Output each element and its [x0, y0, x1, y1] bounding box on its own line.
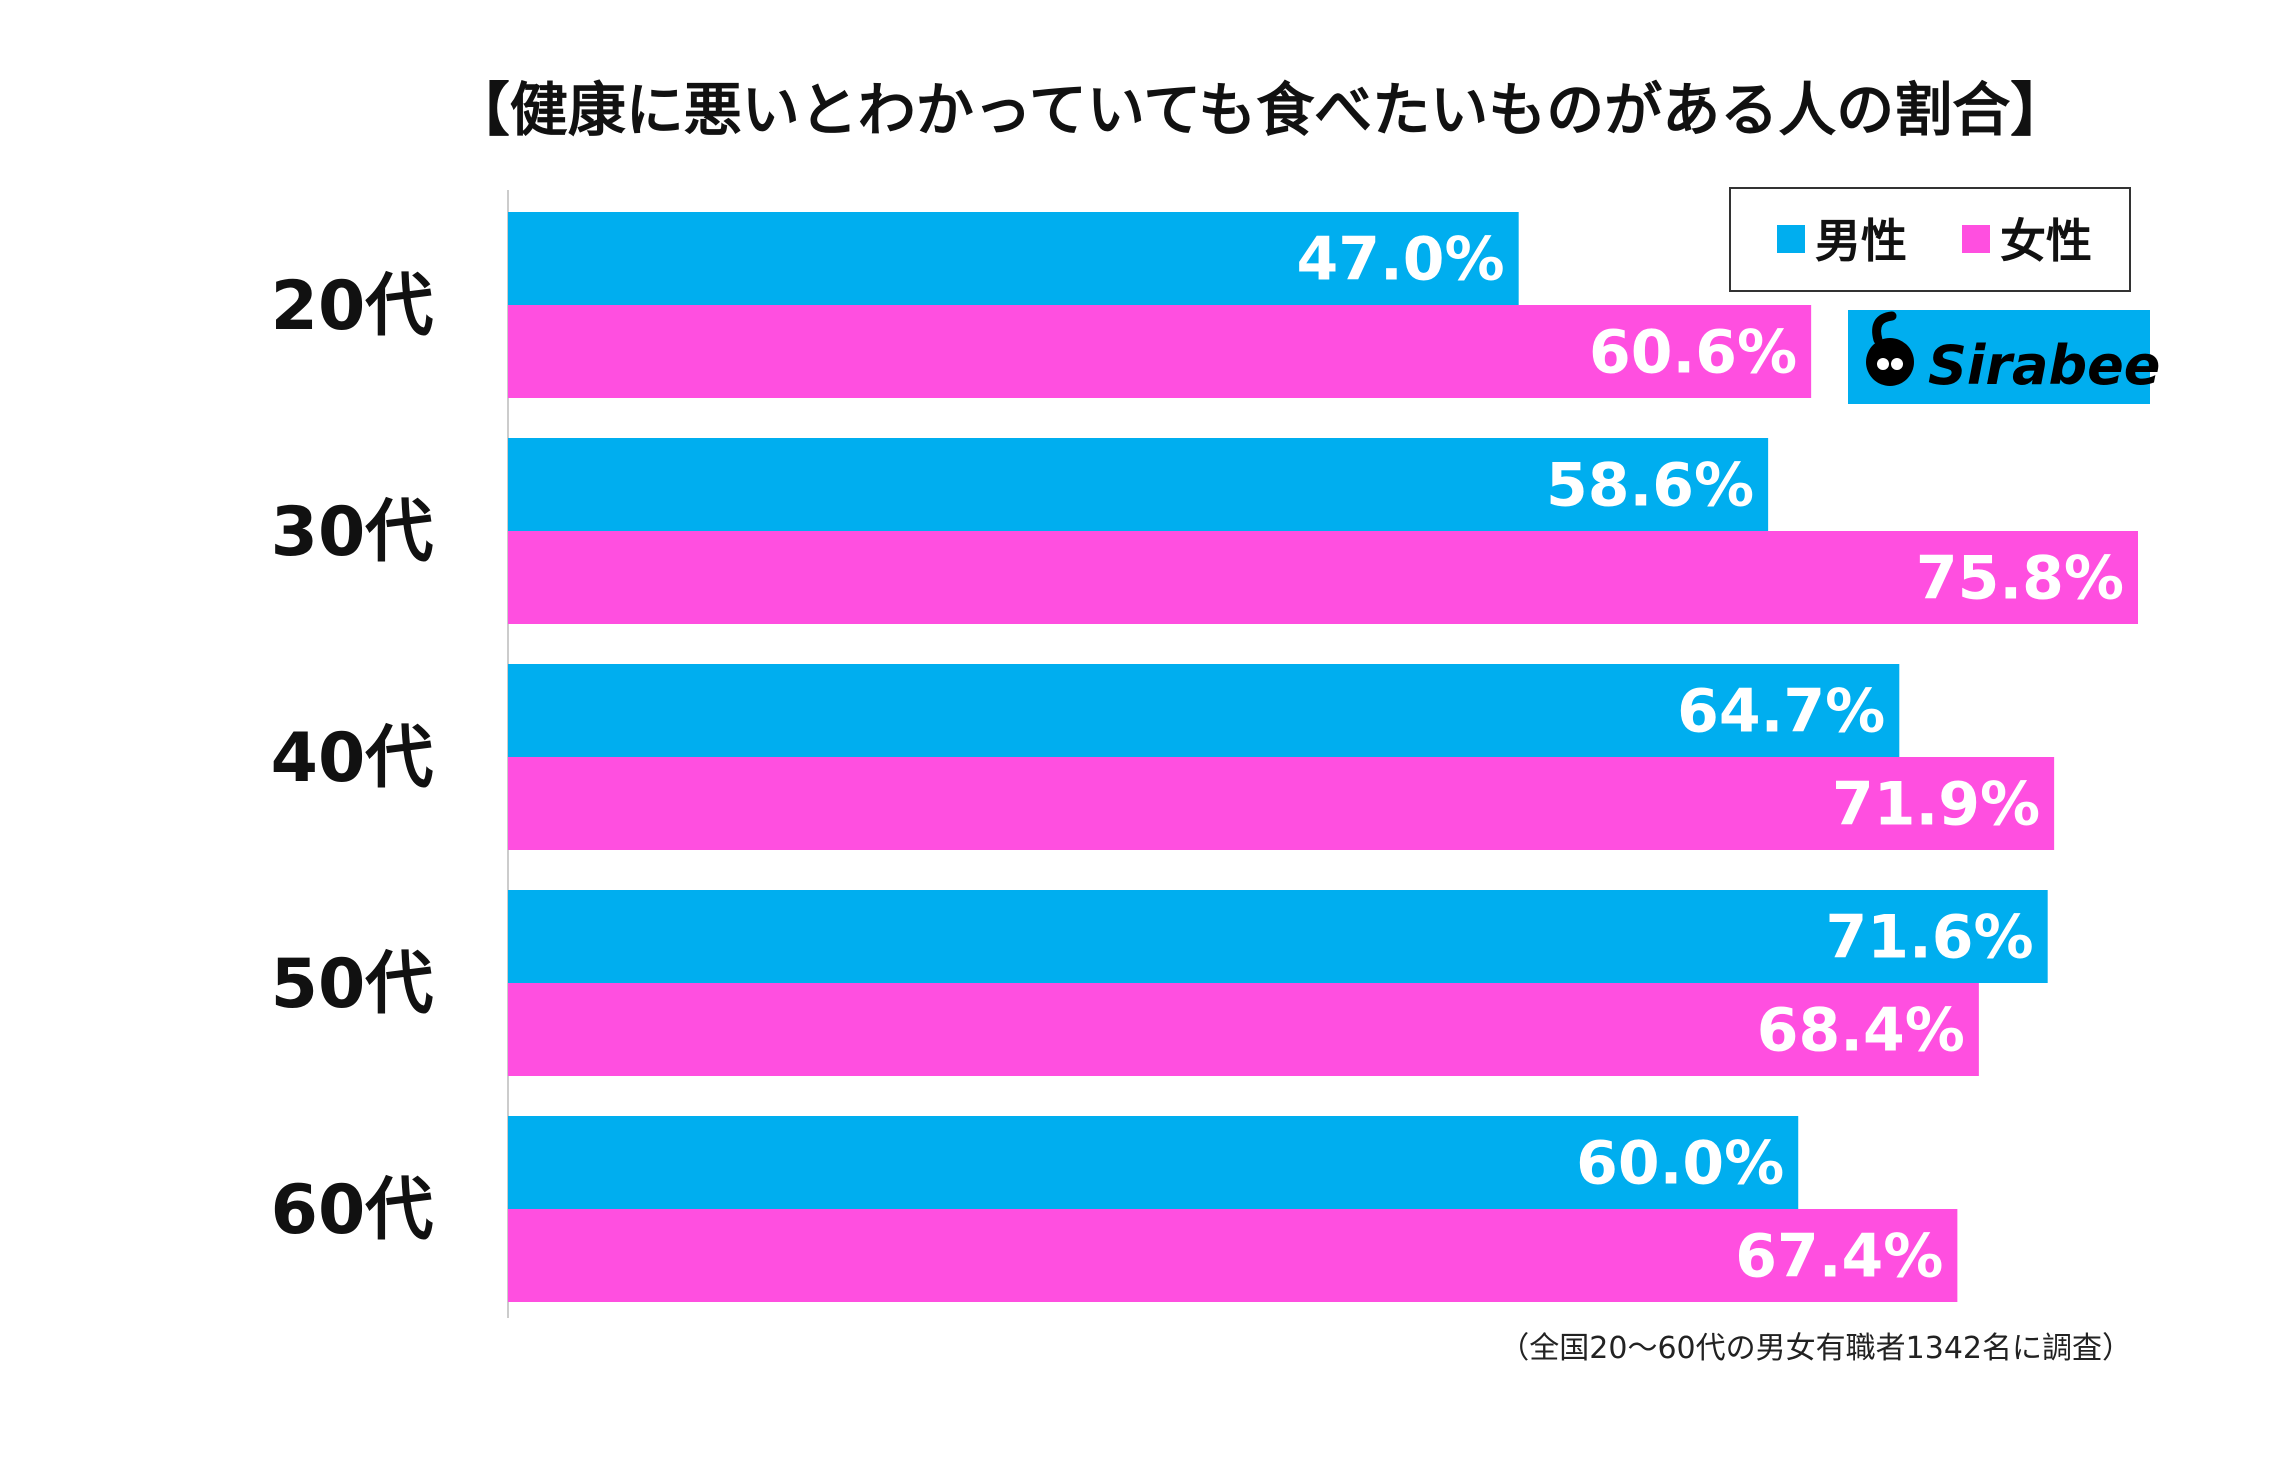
data-label: 71.9%	[1832, 770, 2040, 840]
data-label: 58.6%	[1546, 451, 1754, 521]
category-label: 30代	[271, 493, 434, 572]
sirabee-logo: Sirabee	[1848, 310, 2160, 404]
legend-swatch-female	[1962, 225, 1990, 253]
bar-female	[508, 983, 1979, 1076]
survey-note: （全国20〜60代の男女有職者1342名に調査）	[1499, 1331, 2132, 1366]
category-label: 40代	[271, 719, 434, 798]
bars-group: 20代 47.0% 60.6% 30代 58.6% 75.8% 40代 64.7% 71.9% 5…	[271, 212, 2138, 1302]
data-label: 60.6%	[1589, 318, 1797, 388]
data-label: 67.4%	[1735, 1222, 1943, 1292]
legend-label-female: 女性	[2000, 214, 2092, 268]
chart-title: 【健康に悪いとわかっていても食べたいものがある人の割合】	[452, 76, 2068, 144]
category-label: 50代	[271, 945, 434, 1024]
category-label: 20代	[271, 267, 434, 346]
data-label: 68.4%	[1757, 996, 1965, 1066]
data-label: 71.6%	[1826, 903, 2034, 973]
bar-male	[508, 212, 1519, 305]
bar-female	[508, 305, 1812, 398]
legend: 男性 女性	[1729, 187, 2131, 292]
legend-label-male: 男性	[1815, 214, 1907, 268]
category-label: 60代	[271, 1171, 434, 1250]
legend-swatch-male	[1777, 225, 1805, 253]
sirabee-logo-icon	[1866, 311, 1914, 386]
bar-female	[508, 1209, 1958, 1302]
data-label: 64.7%	[1677, 677, 1885, 747]
bar-female	[508, 757, 2055, 850]
bar-male	[508, 890, 2048, 983]
logo-text: Sirabee	[1928, 334, 2160, 397]
data-label: 60.0%	[1576, 1129, 1784, 1199]
bar-male	[508, 664, 1900, 757]
data-label: 75.8%	[1916, 544, 2124, 614]
bar-female	[508, 531, 2138, 624]
bar-male	[508, 1116, 1799, 1209]
bar-male	[508, 438, 1769, 531]
data-label: 47.0%	[1297, 225, 1505, 295]
